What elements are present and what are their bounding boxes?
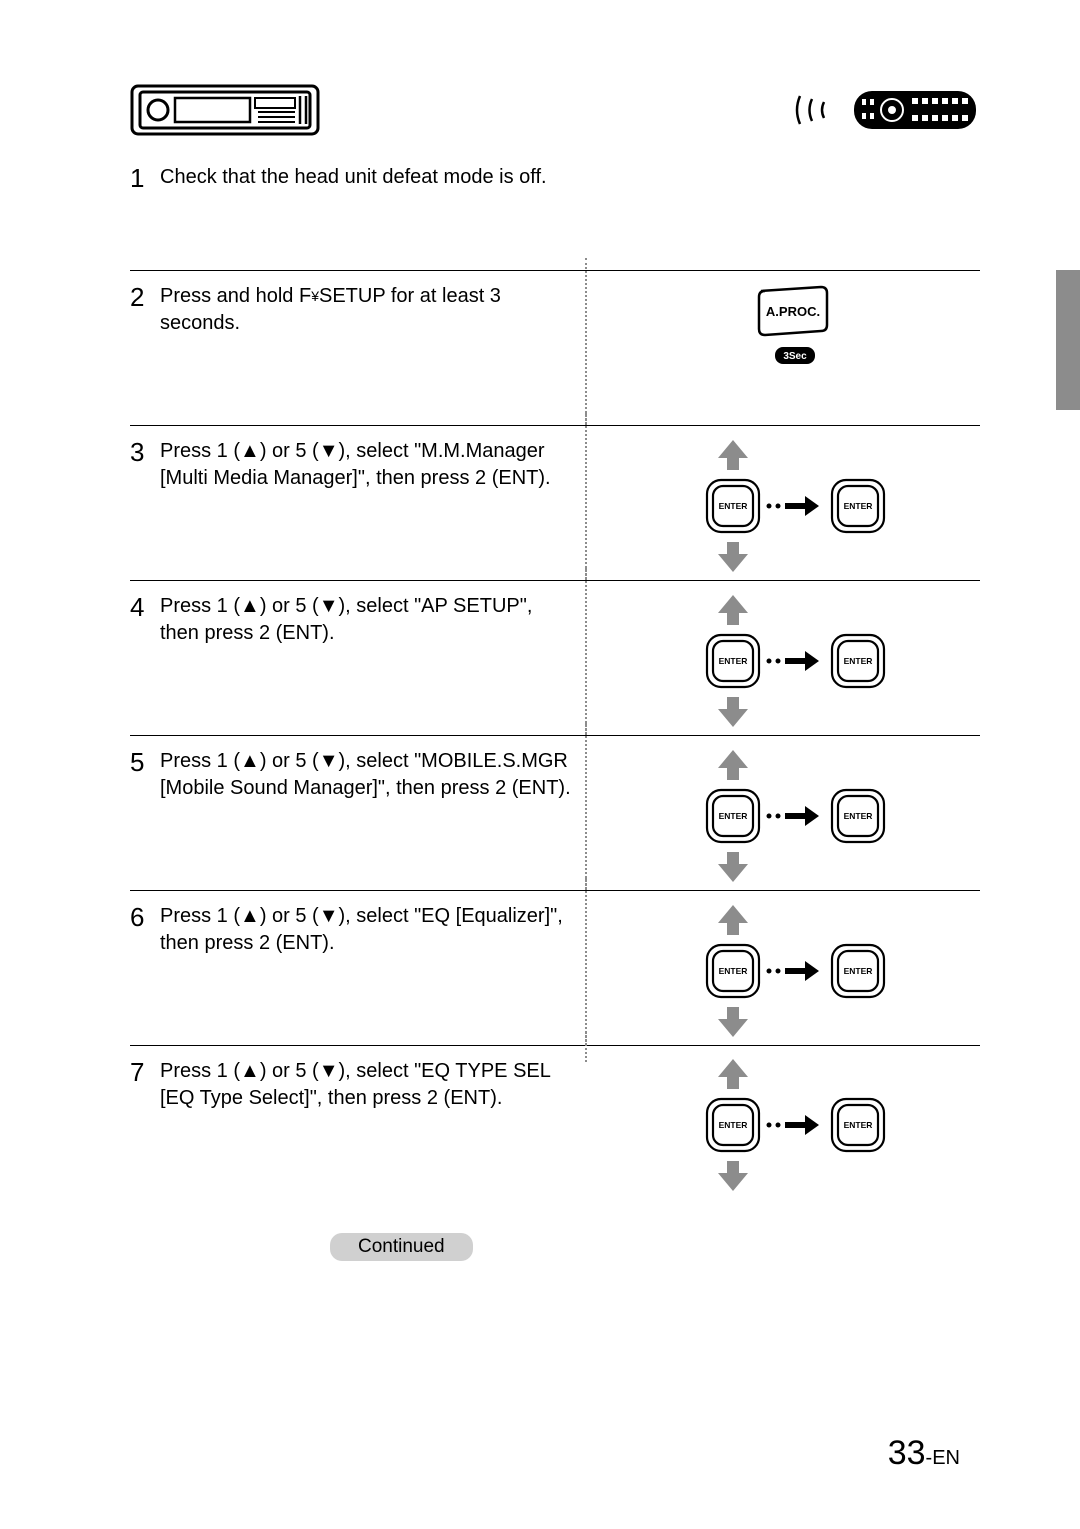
- step-text: Press and hold F¥SETUP for at least 3 se…: [160, 283, 585, 337]
- remote-group: [792, 85, 980, 135]
- aproc-label: A.PROC.: [765, 304, 819, 319]
- aproc-button-graphic: A.PROC. 3Sec: [753, 283, 833, 373]
- page-number-suffix: -EN: [926, 1447, 960, 1469]
- step-number: 4: [130, 593, 160, 622]
- step-text: Check that the head unit defeat mode is …: [160, 164, 980, 191]
- step-number: 2: [130, 283, 160, 312]
- svg-text:ENTER: ENTER: [843, 966, 872, 976]
- step-text: Press 1 (▲) or 5 (▼), select "EQ TYPE SE…: [160, 1058, 585, 1112]
- svg-text:ENTER: ENTER: [843, 811, 872, 821]
- step-number: 5: [130, 748, 160, 777]
- steps-list: 1 Check that the head unit defeat mode i…: [130, 160, 980, 1225]
- svg-text:ENTER: ENTER: [843, 1120, 872, 1130]
- step-2: 2 Press and hold F¥SETUP for at least 3 …: [130, 270, 980, 425]
- svg-text:ENTER: ENTER: [718, 966, 747, 976]
- enter-nav-graphic: ENTER ENTER: [683, 438, 903, 578]
- step-text: Press 1 (▲) or 5 (▼), select "AP SETUP",…: [160, 593, 585, 647]
- enter-nav-graphic: ENTER ENTER: [683, 593, 903, 733]
- step-text: Press 1 (▲) or 5 (▼), select "MOBILE.S.M…: [160, 748, 585, 802]
- step-number: 7: [130, 1058, 160, 1087]
- step-1: 1 Check that the head unit defeat mode i…: [130, 160, 980, 270]
- header-icons-row: [130, 80, 980, 140]
- svg-text:ENTER: ENTER: [718, 656, 747, 666]
- step-3: 3 Press 1 (▲) or 5 (▼), select "M.M.Mana…: [130, 425, 980, 580]
- step-text: Press 1 (▲) or 5 (▼), select "M.M.Manage…: [160, 438, 585, 492]
- enter-nav-graphic: ENTER ENTER: [683, 903, 903, 1043]
- head-unit-icon: [130, 80, 320, 140]
- svg-text:ENTER: ENTER: [718, 811, 747, 821]
- step-4: 4 Press 1 (▲) or 5 (▼), select "AP SETUP…: [130, 580, 980, 735]
- signal-waves-icon: [792, 90, 842, 130]
- step-text: Press 1 (▲) or 5 (▼), select "EQ [Equali…: [160, 903, 585, 957]
- enter-nav-graphic: ENTER ENTER: [683, 748, 903, 888]
- manual-page: 1 Check that the head unit defeat mode i…: [0, 0, 1080, 1529]
- step-number: 3: [130, 438, 160, 467]
- svg-text:ENTER: ENTER: [718, 1120, 747, 1130]
- svg-text:ENTER: ENTER: [843, 501, 872, 511]
- step-7: 7 Press 1 (▲) or 5 (▼), select "EQ TYPE …: [130, 1045, 980, 1225]
- svg-text:ENTER: ENTER: [718, 501, 747, 511]
- step-text-part-a: Press and hold F: [160, 285, 311, 307]
- enter-nav-graphic: ENTER ENTER: [683, 1057, 903, 1197]
- step-5: 5 Press 1 (▲) or 5 (▼), select "MOBILE.S…: [130, 735, 980, 890]
- step-number: 6: [130, 903, 160, 932]
- step-6: 6 Press 1 (▲) or 5 (▼), select "EQ [Equa…: [130, 890, 980, 1045]
- hold-3sec-label: 3Sec: [783, 351, 807, 362]
- page-number: 33-EN: [888, 1434, 960, 1473]
- svg-text:ENTER: ENTER: [843, 656, 872, 666]
- continued-badge: Continued: [330, 1233, 473, 1261]
- step-number: 1: [130, 164, 160, 193]
- page-number-main: 33: [888, 1434, 926, 1472]
- remote-control-icon: [850, 85, 980, 135]
